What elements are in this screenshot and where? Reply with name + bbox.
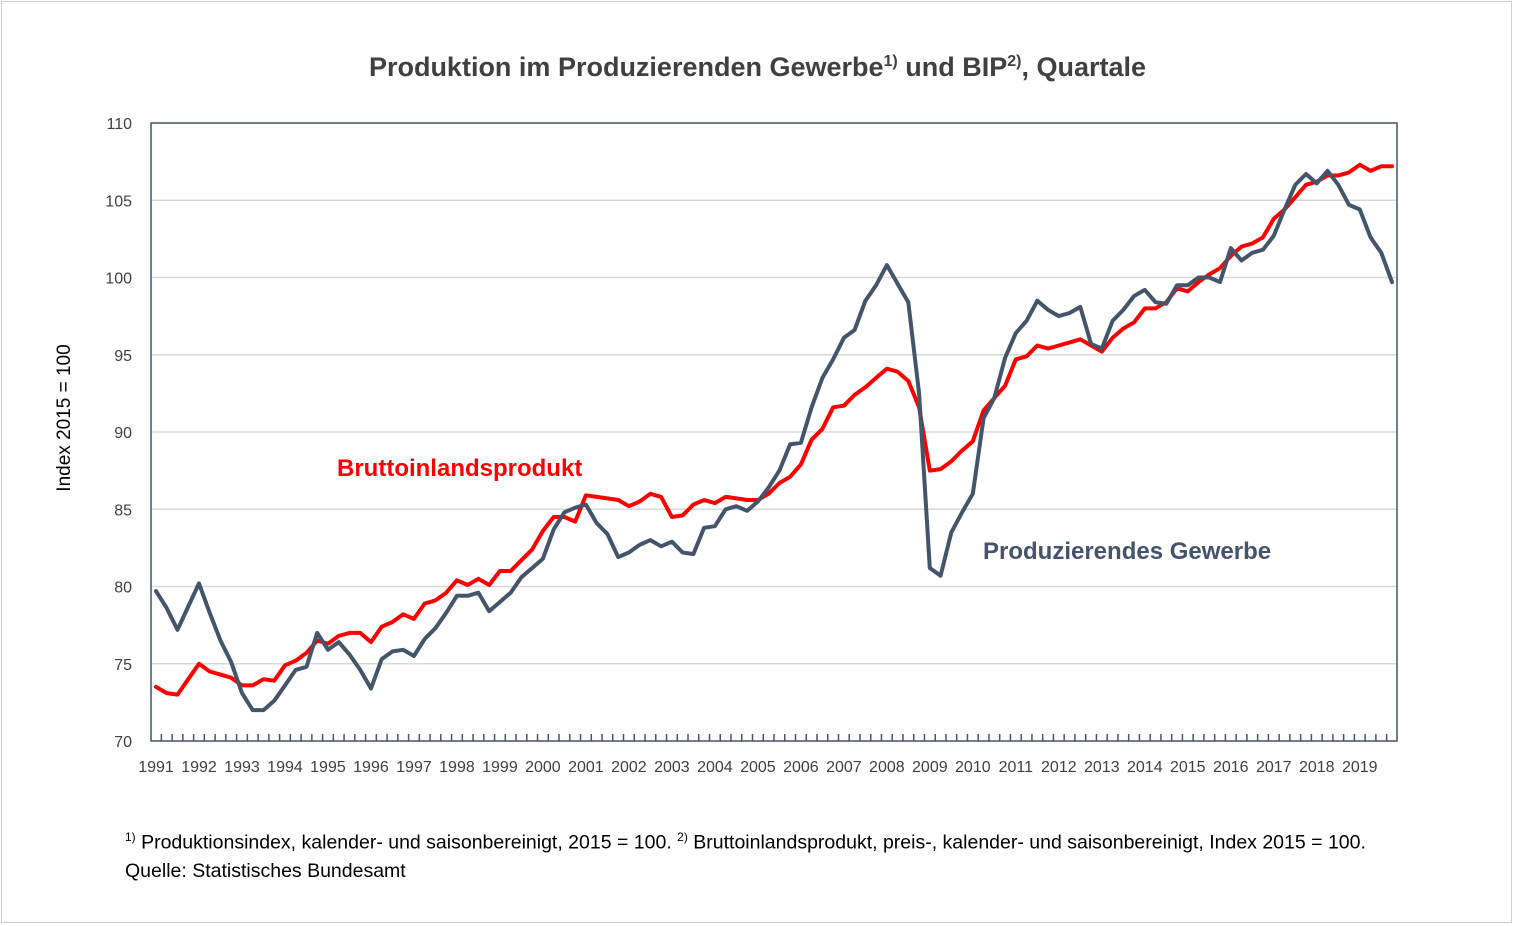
- x-tick-label: 2002: [611, 759, 647, 776]
- series-lines: [154, 162, 1394, 713]
- y-tick-label: 110: [106, 116, 132, 133]
- y-tick-label: 75: [114, 657, 132, 674]
- x-tick-label: 1995: [310, 759, 346, 776]
- x-tick-label: 2006: [783, 759, 819, 776]
- x-tick-label: 2019: [1342, 759, 1378, 776]
- x-tick-label: 1996: [353, 759, 389, 776]
- y-tick-labels: 70 75 80 85 90 95 100 105 110: [105, 116, 132, 751]
- chart-title: Produktion im Produzierenden Gewerbe1) u…: [0, 52, 1515, 83]
- x-tick-label: 1992: [181, 759, 217, 776]
- x-tick-label: 2004: [697, 759, 733, 776]
- plot-border: [150, 122, 1398, 742]
- x-tick-label: 2013: [1084, 759, 1120, 776]
- footnote-marker-2: 2): [677, 830, 688, 844]
- x-tick-label: 1998: [439, 759, 475, 776]
- title-end: , Quartale: [1021, 52, 1147, 82]
- footnote-marker-1: 1): [125, 830, 136, 844]
- x-tick-label: 2009: [912, 759, 948, 776]
- footnote-text-2: Bruttoinlandsprodukt, preis-, kalender- …: [687, 831, 1366, 854]
- footnote: 1) Produktionsindex, kalender- und saiso…: [125, 823, 1435, 889]
- source-note: Quelle: Statistisches Bundesamt: [125, 859, 406, 882]
- title-footnote-1: 1): [883, 53, 898, 70]
- series-line-produzierendes-gewerbe: [154, 168, 1394, 713]
- x-tick-label: 2014: [1127, 759, 1163, 776]
- title-mid: und BIP: [897, 52, 1008, 82]
- x-tick-label: 2010: [955, 759, 991, 776]
- x-tick-label: 1993: [224, 759, 260, 776]
- y-tick-label: 105: [105, 193, 132, 210]
- x-tick-label: 2011: [999, 759, 1034, 776]
- x-tick-label: 2007: [826, 759, 862, 776]
- title-footnote-2: 2): [1007, 53, 1022, 70]
- y-tick-label: 95: [114, 348, 132, 365]
- x-tick-label: 2016: [1213, 759, 1249, 776]
- x-tick-label: 2012: [1041, 759, 1077, 776]
- title-main: Produktion im Produzierenden Gewerbe: [368, 52, 884, 82]
- x-ticks: 1991 1992 1993 1994 1995 1996 1997 1998 1999 2000…: [138, 734, 1388, 776]
- y-tick-label: 85: [114, 502, 132, 519]
- x-tick-label: 2003: [654, 759, 690, 776]
- footnote-text-1: Produktionsindex, kalender- und saisonbe…: [135, 831, 678, 854]
- x-tick-label: 1991: [138, 759, 174, 776]
- y-tick-label: 70: [114, 734, 132, 751]
- x-tick-label: 2000: [525, 759, 561, 776]
- x-tick-label: 1994: [267, 759, 303, 776]
- y-tick-label: 90: [114, 425, 132, 442]
- x-tick-label: 2001: [568, 759, 604, 776]
- x-tick-label: 2005: [740, 759, 776, 776]
- y-tick-label: 100: [105, 271, 132, 288]
- x-tick-label: 2008: [869, 759, 905, 776]
- x-tick-label: 1997: [396, 759, 432, 776]
- x-tick-label: 2018: [1299, 759, 1335, 776]
- y-tick-label: 80: [114, 580, 132, 597]
- x-tick-label: 2017: [1256, 759, 1292, 776]
- gridlines: [151, 199, 1397, 665]
- series-label-produzierendes-gewerbe: Produzierendes Gewerbe: [983, 538, 1271, 565]
- x-tick-label: 2015: [1170, 759, 1206, 776]
- series-label-bip: Bruttoinlandsprodukt: [337, 455, 582, 482]
- series-line-bip: [154, 162, 1394, 697]
- x-tick-label: 1999: [482, 759, 518, 776]
